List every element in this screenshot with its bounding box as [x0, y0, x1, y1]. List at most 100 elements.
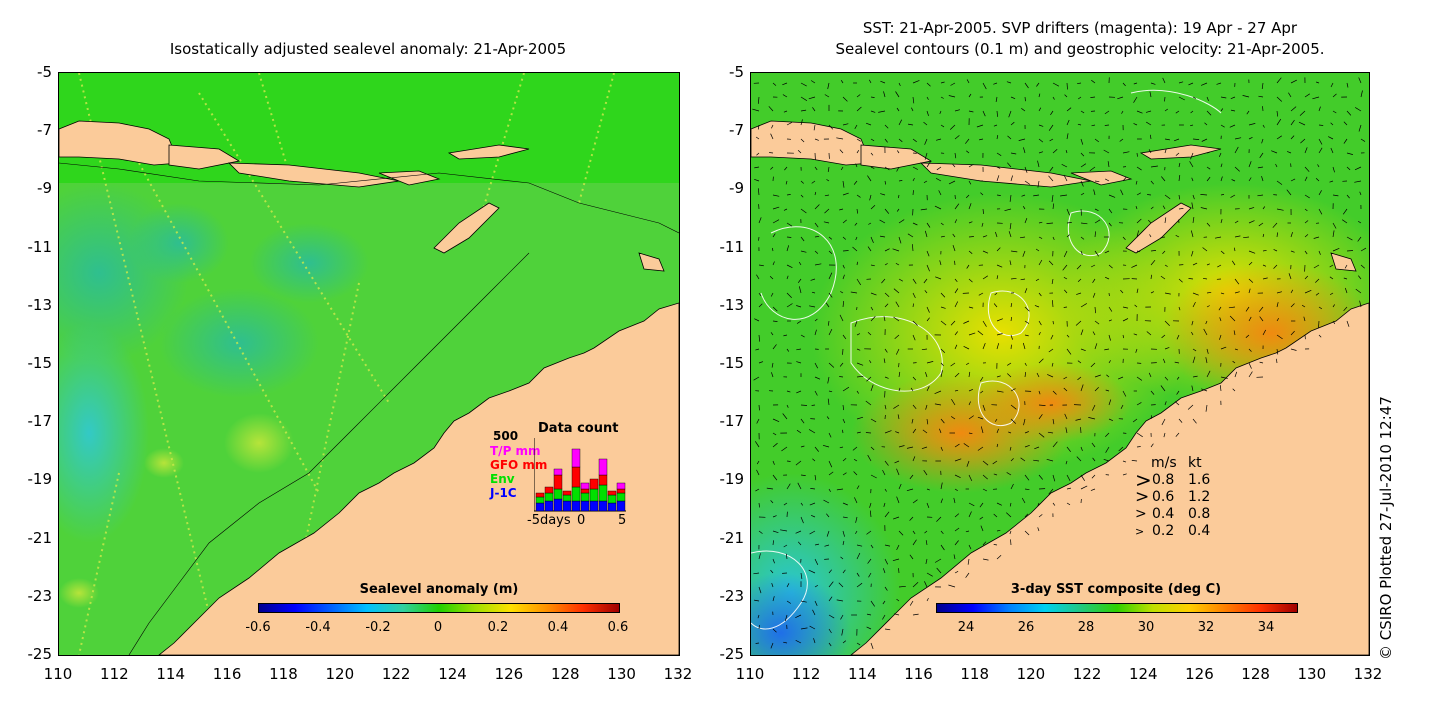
- velocity-arrow: [968, 221, 973, 224]
- velocity-arrow: [1080, 138, 1084, 145]
- velocity-arrow: [856, 150, 860, 154]
- velocity-arrow: [772, 306, 778, 312]
- velocity-arrow: [993, 513, 998, 518]
- velocity-arrow: [926, 488, 930, 491]
- velocity-arrow: [1090, 264, 1096, 268]
- velocity-arrow: [828, 390, 833, 393]
- velocity-arrow: [1066, 502, 1071, 506]
- velocity-arrow: [842, 502, 848, 506]
- velocity-arrow: [1080, 250, 1083, 256]
- velocity-arrow: [1301, 304, 1306, 308]
- velocity-arrow: [1066, 208, 1070, 216]
- velocity-arrow: [758, 303, 763, 308]
- velocity-arrow: [1257, 166, 1264, 169]
- velocity-arrow: [1229, 124, 1236, 128]
- velocity-arrow: [870, 600, 875, 607]
- velocity-arrow: [1050, 334, 1054, 340]
- velocity-arrow: [1357, 236, 1362, 242]
- velocity-arrow: [1342, 219, 1348, 224]
- velocity-arrow: [968, 432, 973, 435]
- velocity-arrow: [1359, 191, 1362, 196]
- velocity-arrow: [856, 416, 864, 420]
- velocity-arrow: [772, 628, 777, 633]
- velocity-arrow: [1148, 149, 1152, 154]
- velocity-arrow: [1052, 418, 1055, 425]
- velocity-arrow: [968, 110, 974, 113]
- velocity-legend-ms: 0.4: [1152, 506, 1175, 522]
- velocity-arrow: [770, 569, 774, 574]
- velocity-arrow: [1010, 250, 1018, 253]
- velocity-arrow: [1034, 446, 1040, 450]
- velocity-arrow: [856, 544, 863, 547]
- velocity-arrow: [1242, 95, 1250, 98]
- velocity-arrow: [1092, 292, 1096, 298]
- velocity-arrow: [786, 245, 790, 252]
- velocity-arrow: [968, 93, 972, 98]
- velocity-arrow: [795, 639, 802, 644]
- velocity-arrow: [1317, 164, 1320, 168]
- velocity-arrow: [1230, 194, 1236, 198]
- velocity-arrow: [797, 149, 802, 154]
- velocity-arrow: [1290, 119, 1295, 126]
- velocity-arrow: [1150, 165, 1158, 168]
- velocity-arrow: [770, 292, 774, 297]
- velocity-arrow: [896, 468, 900, 476]
- velocity-arrow: [1066, 334, 1070, 338]
- velocity-arrow: [772, 442, 778, 448]
- velocity-arrow: [840, 80, 844, 84]
- velocity-arrow: [996, 135, 999, 140]
- right_map-x-tick: 126: [1185, 665, 1214, 683]
- velocity-arrow: [1150, 250, 1157, 252]
- right_map-x-tick: 112: [791, 665, 821, 683]
- velocity-arrow: [926, 222, 931, 228]
- velocity-arrow: [1088, 417, 1096, 420]
- velocity-arrow: [1148, 372, 1152, 378]
- velocity-arrow: [926, 317, 930, 322]
- velocity-arrow: [884, 124, 889, 129]
- velocity-arrow: [826, 179, 830, 182]
- velocity-arrow: [1136, 166, 1142, 171]
- velocity-arrow: [898, 445, 905, 448]
- velocity-arrow: [813, 638, 816, 644]
- velocity-arrow: [926, 250, 930, 257]
- velocity-arrow: [1330, 82, 1334, 88]
- velocity-arrow: [982, 474, 988, 480]
- velocity-arrow: [1149, 134, 1152, 140]
- velocity-legend-ms: 0.6: [1152, 489, 1175, 505]
- velocity-arrow: [898, 585, 906, 588]
- velocity-arrow: [867, 246, 872, 252]
- velocity-arrow: [782, 413, 788, 420]
- velocity-arrow: [1201, 388, 1208, 392]
- velocity-arrow: [811, 180, 816, 184]
- velocity-arrow: [842, 274, 845, 280]
- velocity-arrow: [1276, 358, 1278, 364]
- velocity-arrow: [897, 150, 900, 154]
- velocity-arrow: [795, 460, 802, 466]
- right_map-x-tick: 110: [735, 665, 765, 683]
- left_map-y-tick: -15: [27, 354, 53, 372]
- velocity-arrow: [1273, 264, 1278, 269]
- velocity-arrow: [1248, 220, 1255, 224]
- velocity-arrow: [828, 124, 834, 130]
- velocity-arrow: [884, 586, 888, 591]
- right_map-colorbar-tick: 26: [1017, 620, 1035, 635]
- velocity-arrow: [926, 361, 934, 364]
- velocity-arrow: [898, 278, 903, 282]
- velocity-arrow: [1048, 124, 1054, 131]
- velocity-arrow: [810, 514, 816, 518]
- velocity-arrow: [1010, 277, 1017, 280]
- velocity-arrow: [758, 404, 760, 411]
- velocity-arrow: [828, 432, 832, 438]
- velocity-arrow: [1175, 432, 1180, 437]
- velocity-arrow: [940, 370, 943, 378]
- velocity-arrow: [882, 568, 886, 574]
- velocity-arrow: [840, 556, 844, 560]
- velocity-arrow: [1276, 318, 1279, 322]
- velocity-arrow: [1150, 291, 1155, 294]
- velocity-arrow: [1136, 288, 1139, 294]
- velocity-arrow: [870, 166, 875, 169]
- velocity-arrow: [798, 261, 802, 266]
- velocity-arrow: [1332, 230, 1335, 238]
- velocity-arrow: [1021, 108, 1026, 112]
- velocity-arrow: [1262, 106, 1264, 112]
